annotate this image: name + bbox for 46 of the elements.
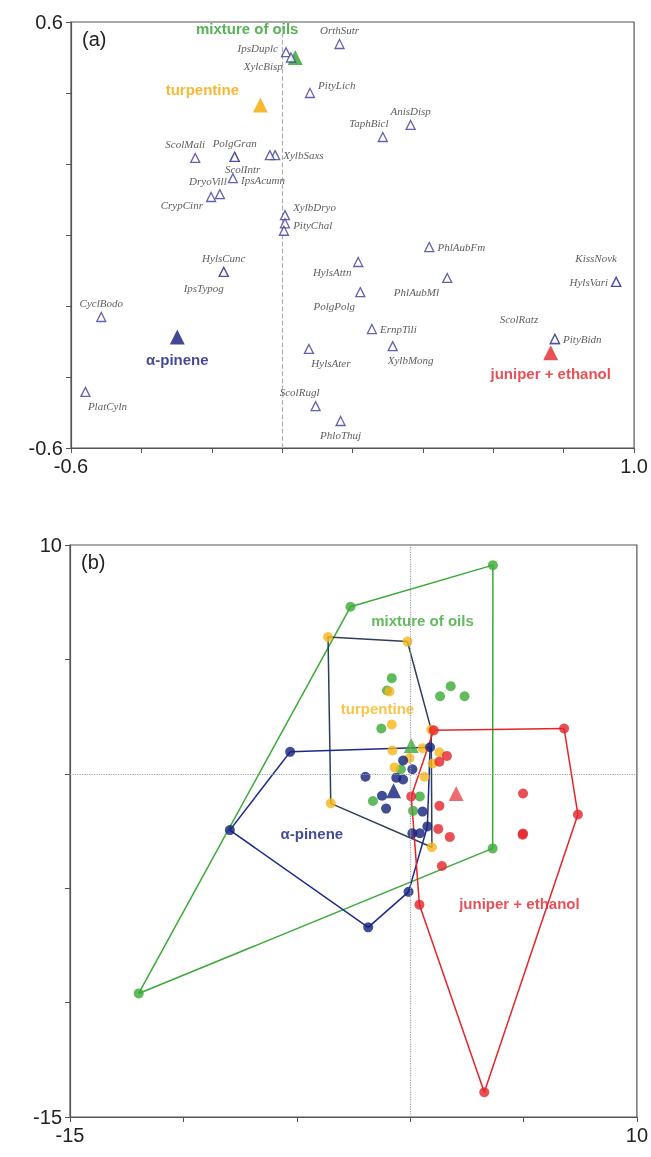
data-label: DryoVill <box>188 174 227 187</box>
y-tick-label: 0.6 <box>35 11 63 33</box>
series-label: mixture of oils <box>371 612 474 630</box>
data-label: XylbMong <box>386 353 435 366</box>
data-label: PityLich <box>317 79 356 91</box>
data-label: HylsAter <box>310 356 352 369</box>
text: α-pinene <box>280 824 344 842</box>
data-label: ErnpTili <box>379 323 417 336</box>
data-label: OrthSutr <box>319 24 360 37</box>
data-label: PolgPolg <box>312 299 356 312</box>
data-label: PhloThuj <box>319 428 362 441</box>
data-label: PlatCyln <box>86 399 128 412</box>
data-label: PhlAubMl <box>392 285 440 298</box>
data-label: XylcBisp <box>242 59 284 72</box>
data-label: IpsAcumn <box>240 174 286 187</box>
series-label: juniper + ethanol <box>489 365 611 383</box>
data-label: ScolIntr <box>224 162 262 175</box>
data-label: HylsVari <box>568 275 608 288</box>
data-label: IpsDuplc <box>236 42 278 55</box>
x-tick-label: 1.0 <box>620 455 648 477</box>
data-label: PhlAubFm <box>436 241 486 254</box>
data-label: CrypCinr <box>160 199 204 212</box>
data-label: IpsTypog <box>182 281 225 294</box>
series-label: turpentine <box>165 80 240 98</box>
data-label: HylsCunc <box>201 252 246 265</box>
data-label: KissNovk <box>574 252 619 265</box>
data-label: XylbSaxs <box>282 149 324 162</box>
data-label: PityBidn <box>562 333 603 346</box>
data-label: CyclBodo <box>79 297 124 310</box>
y-tick-label: 10 <box>39 534 62 556</box>
chart-title: (b) <box>81 551 106 573</box>
data-label: AnisDisp <box>389 105 432 118</box>
chart-title: (a) <box>82 28 107 50</box>
series-label: α-pinene <box>146 351 209 369</box>
data-label: HylsAttn <box>311 265 352 278</box>
data-label: ScolRatz <box>499 313 539 326</box>
series-label: turpentine <box>340 699 415 717</box>
data-label: TaphBicl <box>349 117 389 130</box>
y-tick-label: -15 <box>33 1106 62 1128</box>
y-tick-label: -0.6 <box>28 437 63 459</box>
data-label: ScolRugl <box>279 386 320 399</box>
series-label: mixture of oils <box>195 20 299 37</box>
data-label: XylbDryo <box>292 201 337 214</box>
data-label: PityChal <box>292 219 333 232</box>
data-label: ScolMali <box>165 138 206 151</box>
data-label: PolgGran <box>211 137 258 150</box>
